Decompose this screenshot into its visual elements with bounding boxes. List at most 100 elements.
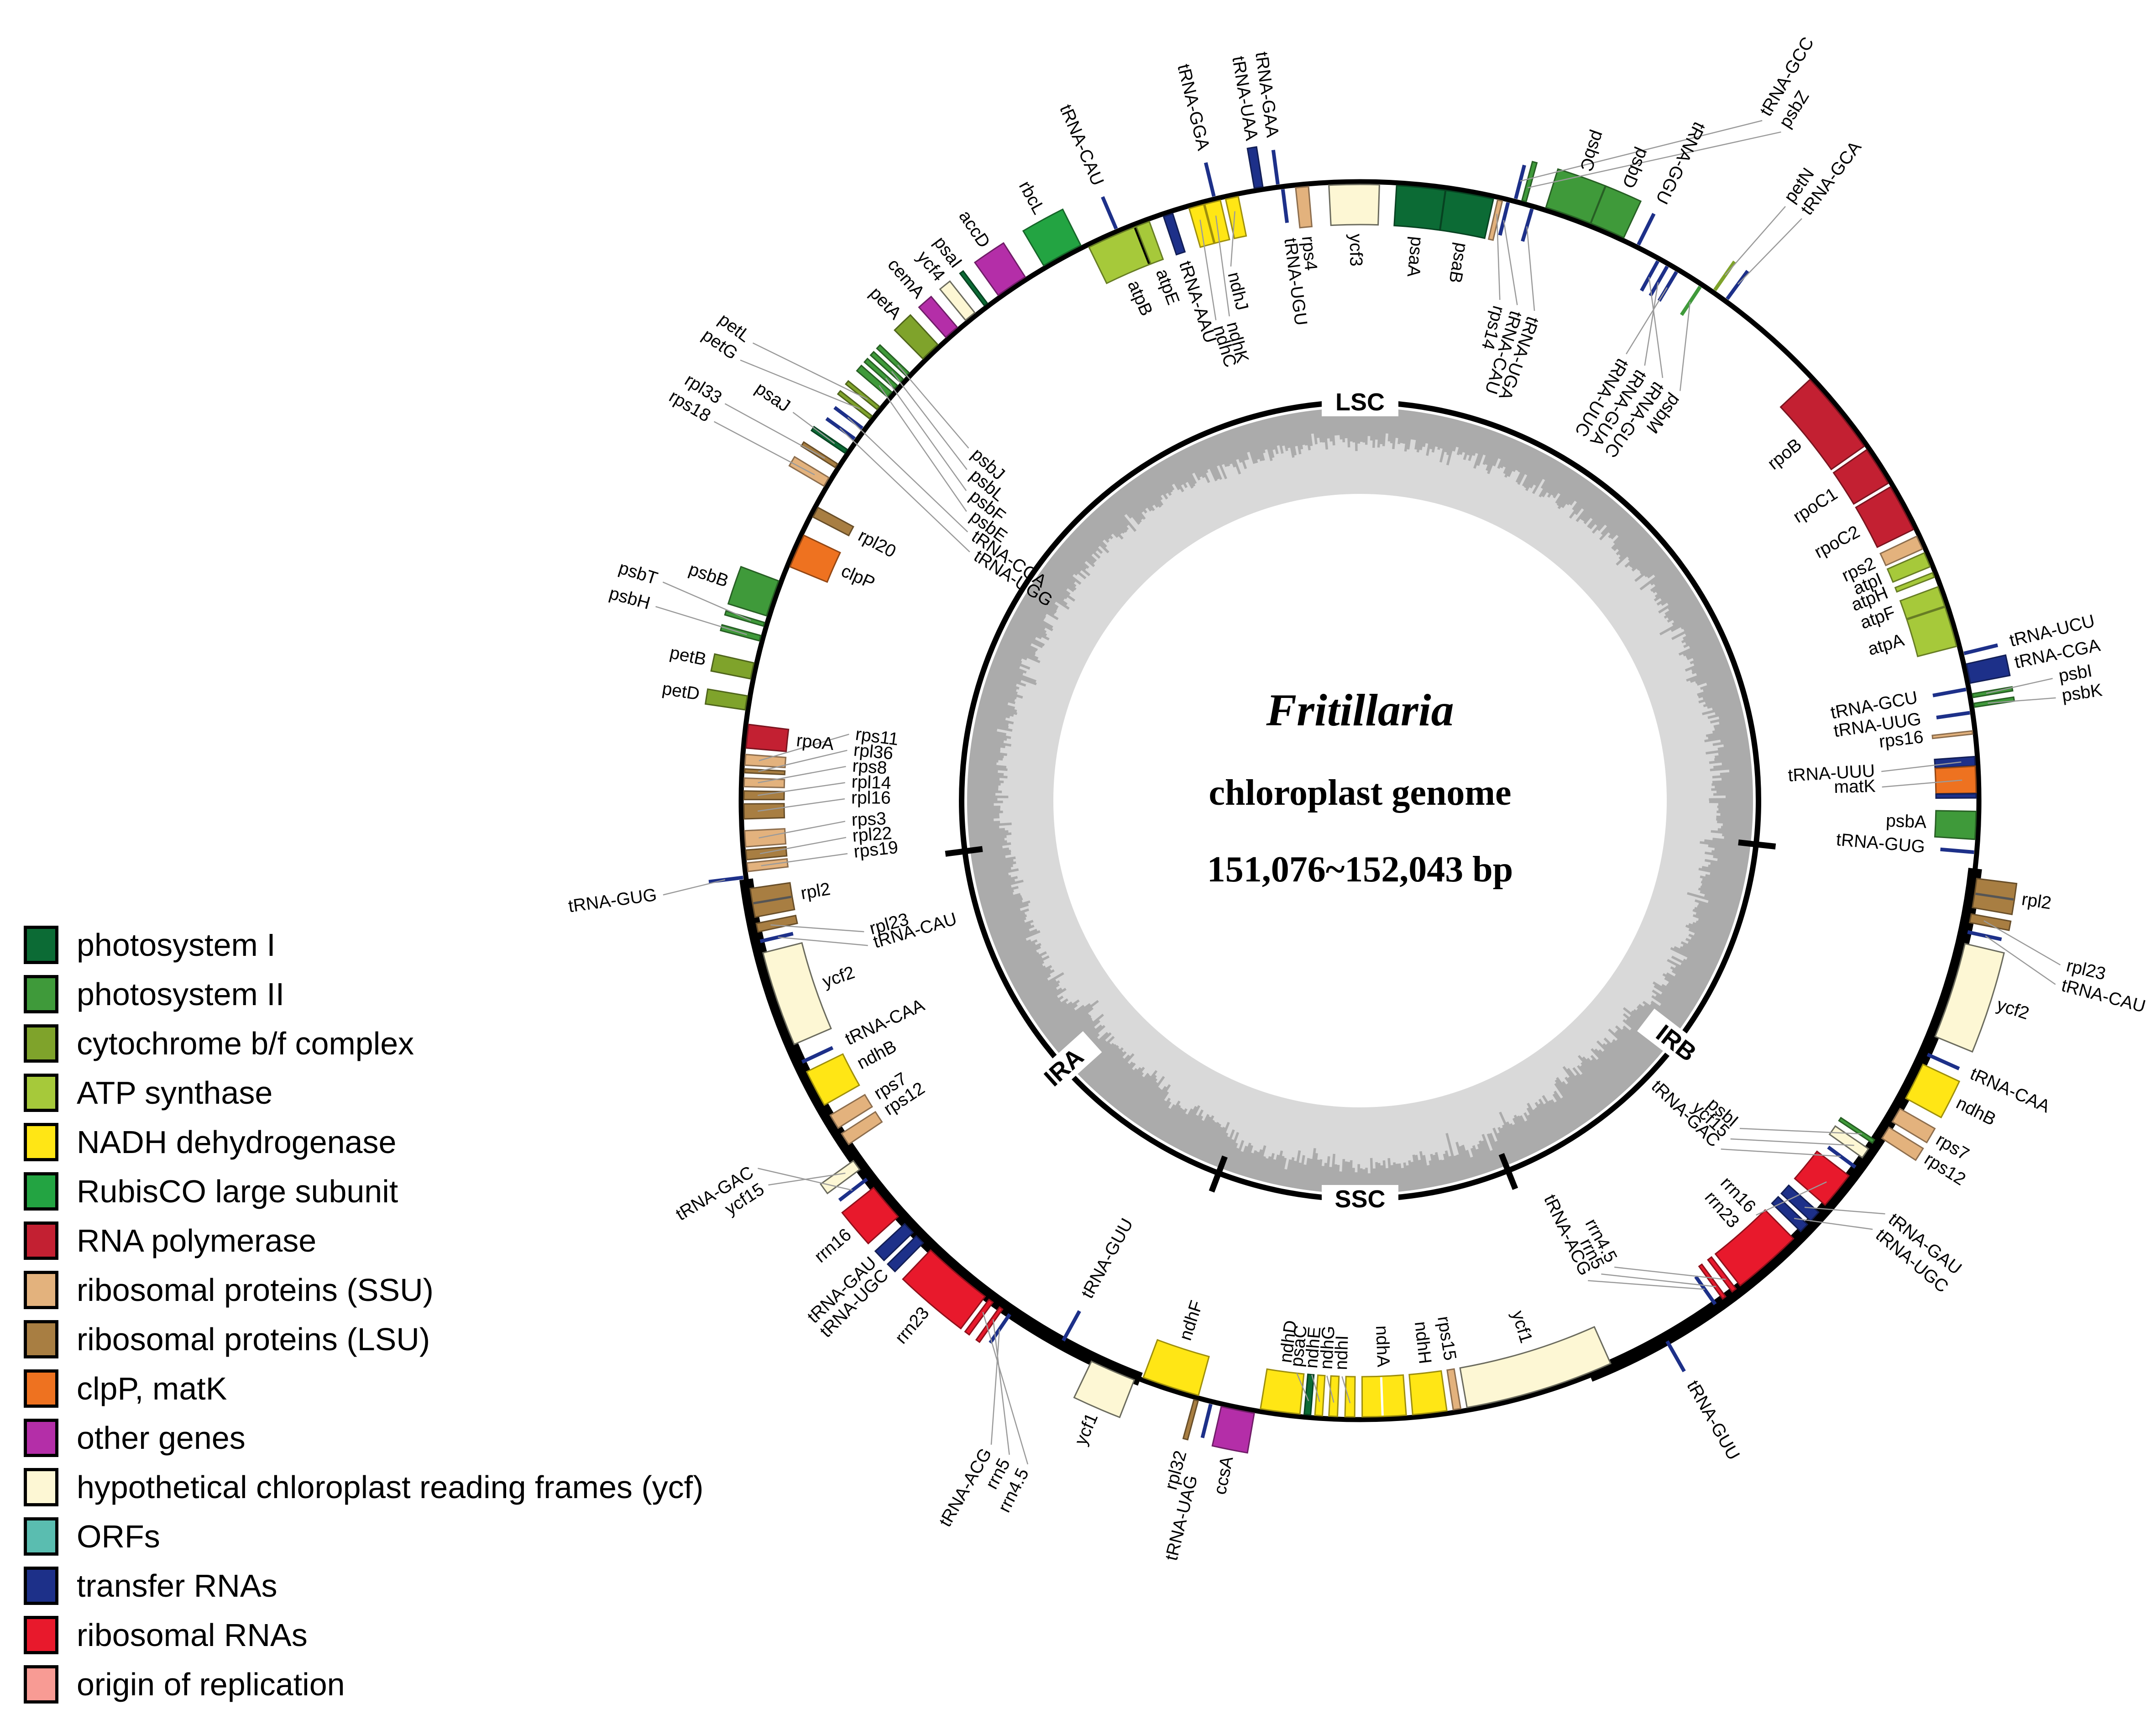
gene-box-rrn5: [1698, 1263, 1727, 1300]
gene-box-rps3: [744, 828, 787, 848]
gene-label-matK: matK: [1834, 776, 1876, 797]
gene-box-rpoC1: [1832, 449, 1889, 505]
gene-box-rpl32: [1182, 1399, 1199, 1441]
gene-box-rpl20: [812, 506, 854, 537]
leader-psbZ: [1528, 131, 1781, 189]
gene-tick-tRNA-CAU: [1498, 202, 1510, 236]
leader-matK: [1882, 779, 1962, 788]
gene-box-atpI: [1886, 552, 1931, 583]
region-chip-LSC: [1322, 388, 1398, 416]
gene-label-tRNA-GUU: tRNA-GUU: [1078, 1215, 1137, 1302]
gene-tick-tRNA-UCU: [1963, 643, 1999, 655]
gene-tick-tRNA-CAU: [759, 932, 794, 944]
leader-rrn5: [1601, 1273, 1716, 1288]
gene-boxes: [704, 146, 2018, 1454]
leader-rps3: [759, 821, 846, 839]
gene-box-rpoC2: [1855, 486, 1915, 548]
gene-label-psbA: psbA: [1885, 811, 1927, 833]
legend-label-ori: origin of replication: [77, 1667, 345, 1702]
gene-label-rps19: rps19: [853, 838, 899, 862]
gene-box-ccsA: [1211, 1405, 1255, 1454]
region-chip-SSC: [1322, 1185, 1398, 1213]
leader-rpl14: [757, 782, 845, 796]
gene-box-ndhB: [1905, 1063, 1961, 1119]
leader-tRNA-UUC: [1626, 287, 1668, 355]
gene-tick-psbM: [1680, 286, 1702, 316]
gene-box-ndhH: [1408, 1370, 1448, 1415]
gene-label-rpoA: rpoA: [795, 731, 835, 754]
gene-label-tRNA-GGA: tRNA-GGA: [1173, 62, 1213, 152]
legend-row-rnap: RNA polymerase: [24, 1216, 703, 1265]
gene-tick-tRNA-GUC: [1640, 260, 1659, 292]
leader-rps11: [759, 734, 849, 761]
gene-box-ycf2: [1934, 943, 2005, 1053]
gene-label-psbT: psbT: [616, 558, 660, 588]
legend-swatch-ycf: [24, 1468, 58, 1506]
gene-label-tRNA-GUG: tRNA-GUG: [567, 885, 658, 917]
gene-label-tRNA-ACG: tRNA-ACG: [936, 1445, 996, 1530]
gene-box-psaA: [1393, 184, 1446, 231]
leader-tRNA-UUU: [1881, 761, 1962, 772]
legend-label-cytb: cytochrome b/f complex: [77, 1026, 414, 1061]
leader-tRNA-CAU: [1985, 935, 2056, 985]
gene-box-rps16: [1931, 730, 1973, 739]
gene-label-psbH: psbH: [607, 583, 652, 613]
gene-label-petB: petB: [668, 643, 708, 670]
gene-box-rrn16: [841, 1186, 899, 1245]
figure-subtitle: chloroplast genome: [1209, 773, 1512, 813]
gene-box-atpE: [1135, 220, 1164, 265]
gene-box-rrn4.5: [1706, 1256, 1737, 1293]
gene-box-matK: [1934, 765, 1977, 795]
leader-petN: [1725, 206, 1786, 276]
leader-tRNA-CAU: [778, 936, 868, 946]
gene-box-rps12: [840, 1111, 883, 1146]
leader-rpl36: [758, 750, 848, 772]
legend-row-psii: photosystem II: [24, 970, 703, 1019]
gene-tick-tRNA-CAA: [801, 1046, 834, 1064]
gene-label-ycf2: ycf2: [820, 963, 858, 992]
gene-label-rpoB: rpoB: [1764, 435, 1805, 473]
leader-rpl23: [770, 924, 864, 933]
gene-label-psbC: psbC: [1576, 128, 1608, 173]
gene-box-ndhG: [1328, 1375, 1340, 1417]
leader-tRNA-ACG: [1588, 1280, 1705, 1290]
gene-box-petD: [704, 688, 748, 711]
gene-box-rps2: [1879, 535, 1924, 566]
gene-label-tRNA-GUU: tRNA-GUU: [1683, 1377, 1743, 1463]
gene-label-ndhF: ndhF: [1176, 1298, 1207, 1343]
legend-row-rrna: ribosomal RNAs: [24, 1610, 703, 1660]
gene-box-tRNA-UGC: [1771, 1195, 1809, 1232]
gene-box-psbT: [724, 610, 765, 627]
legend-swatch-orf: [24, 1517, 58, 1556]
gene-tick-tRNA-GGU: [1637, 213, 1656, 246]
gene-tick-tRNA-GUU: [1665, 1340, 1686, 1373]
leader-ndhI: [1341, 1376, 1351, 1404]
gene-box-ndhJ: [1225, 195, 1247, 240]
gene-label-ndhH: ndhH: [1411, 1321, 1435, 1365]
gene-box-psbF: [863, 357, 899, 390]
gene-tick-tRNA-GAC: [838, 1177, 868, 1202]
gene-box-tRNA-CGA: [1965, 654, 2011, 684]
gene-box-rrn4.5: [964, 1298, 994, 1336]
gene-box-tRNA-UGC: [886, 1235, 924, 1273]
legend-label-rbc: RubisCO large subunit: [77, 1174, 398, 1209]
gene-box-rps7: [829, 1094, 873, 1129]
gene-tick-tRNA-GUA: [1648, 265, 1669, 297]
legend-swatch-psii: [24, 975, 58, 1013]
gene-box-rpl16: [743, 803, 785, 820]
leader-tRNA-GUA: [1644, 282, 1659, 366]
gene-label-rps4: rps4: [1298, 235, 1321, 272]
gene-box-psbB: [727, 566, 780, 617]
leader-tRNA-GCC: [1520, 120, 1763, 182]
legend-swatch-trna: [24, 1567, 58, 1605]
gene-label-tRNA-UUU: tRNA-UUU: [1788, 761, 1876, 786]
junction-tick: [1738, 839, 1776, 849]
legend-row-other: other genes: [24, 1413, 703, 1463]
gene-box-ndhF: [1142, 1339, 1210, 1396]
gene-box-petB: [710, 653, 755, 680]
gene-label-petD: petD: [661, 679, 701, 704]
gene-box-rps15: [1446, 1368, 1462, 1411]
gene-label-ndhE: ndhE: [1302, 1326, 1324, 1369]
gene-label-rpl14: rpl14: [851, 772, 891, 793]
leader-ndhJ: [1230, 211, 1235, 267]
